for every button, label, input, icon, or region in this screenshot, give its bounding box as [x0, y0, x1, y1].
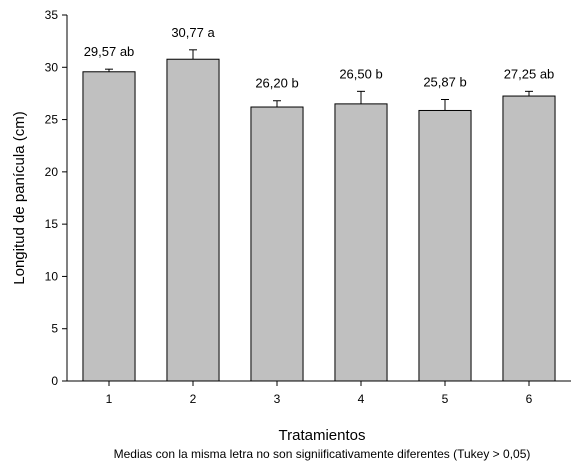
x-tick-label: 2	[190, 392, 197, 406]
bar-label: 29,57 ab	[84, 44, 135, 59]
y-tick-label: 30	[45, 60, 59, 74]
x-axis-label: Tratamientos	[279, 427, 366, 444]
bar-label: 27,25 ab	[504, 66, 555, 81]
bar-label: 26,20 b	[255, 76, 298, 91]
x-tick-label: 4	[358, 392, 365, 406]
y-tick-label: 15	[45, 217, 59, 231]
x-tick-label: 3	[274, 392, 281, 406]
y-tick-label: 35	[45, 8, 59, 22]
x-tick-label: 1	[106, 392, 113, 406]
x-axis-ticks: 1 2 3 4 5 6	[106, 381, 533, 406]
y-tick-label: 5	[51, 322, 58, 336]
bar-label: 30,77 a	[171, 25, 215, 40]
bar	[334, 103, 388, 382]
x-tick-label: 5	[442, 392, 449, 406]
error-bars	[105, 49, 533, 111]
y-tick-label: 10	[45, 269, 59, 283]
bar	[250, 106, 304, 382]
y-axis-label: Longitud de panícula (cm)	[11, 111, 28, 284]
bar-label: 26,50 b	[339, 66, 382, 81]
bars	[82, 58, 556, 382]
y-axis-ticks: 0 5 10 15 20 25 30 35	[45, 8, 67, 388]
x-tick-label: 6	[526, 392, 533, 406]
bar-label: 25,87 b	[423, 74, 466, 89]
bar	[418, 109, 472, 382]
bar	[166, 58, 220, 382]
bar	[502, 95, 556, 382]
y-tick-label: 20	[45, 165, 59, 179]
bar-labels: 29,57 ab 30,77 a 26,20 b 26,50 b 25,87 b 27,2…	[84, 25, 555, 91]
footnote: Medias con la misma letra no son signiif…	[114, 447, 531, 461]
y-tick-label: 25	[45, 113, 59, 127]
y-tick-label: 0	[51, 374, 58, 388]
bar	[82, 71, 136, 382]
